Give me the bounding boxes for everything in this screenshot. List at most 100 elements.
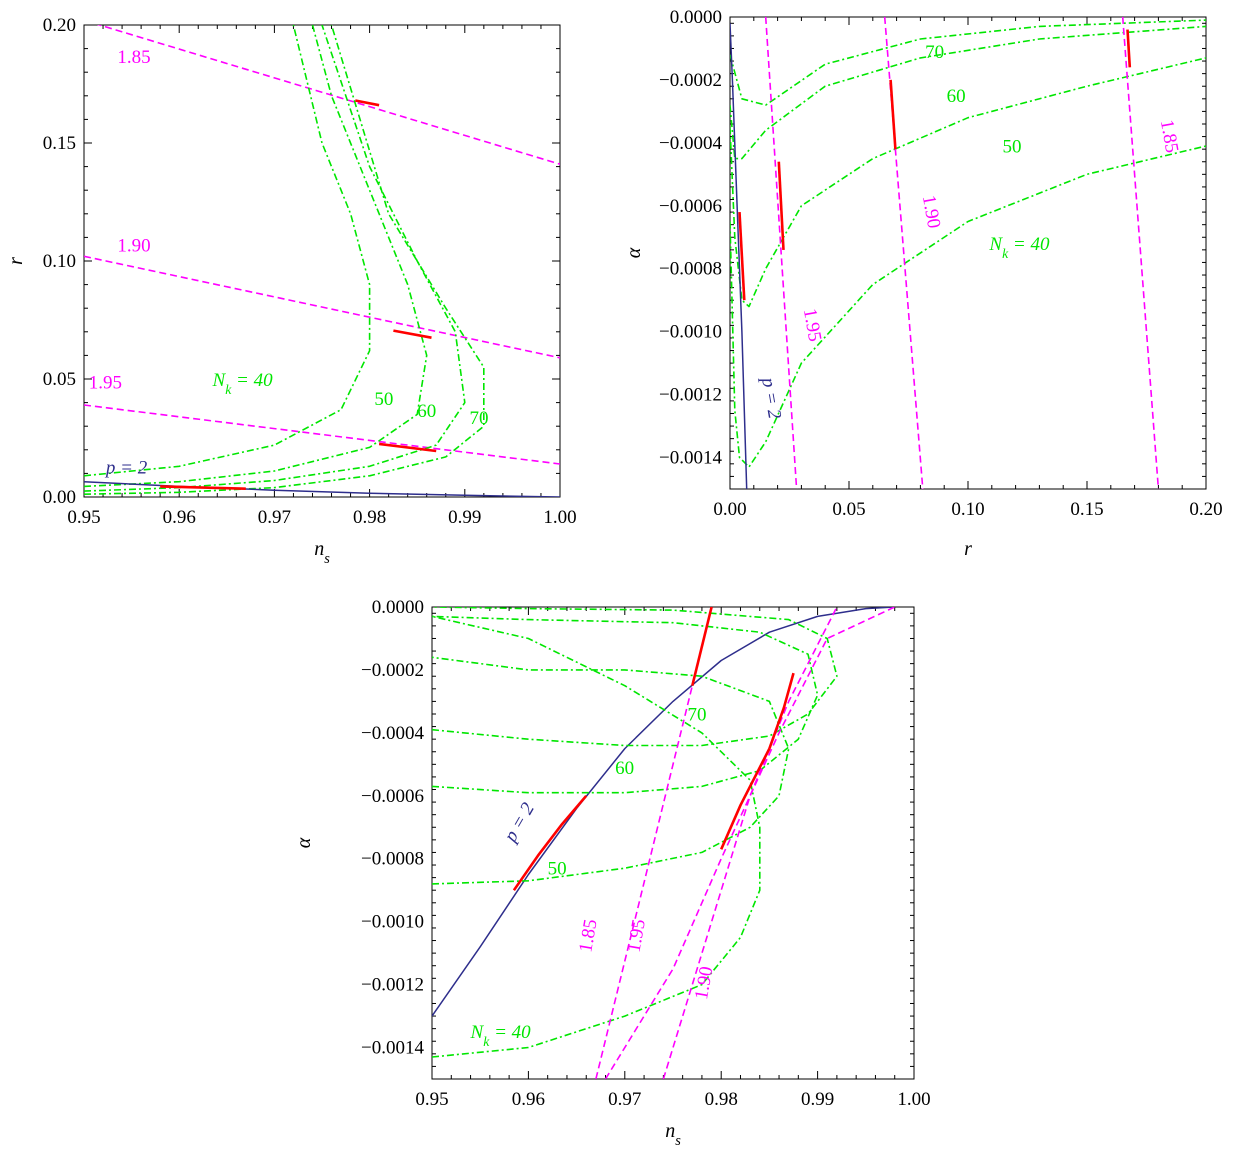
x-tick-label: 0.96 (163, 507, 196, 528)
y-tick-label: 0.10 (43, 251, 76, 272)
annotation-label: 1.90 (117, 236, 150, 257)
observational-segment (393, 329, 432, 339)
x-axis-label: ns (665, 1120, 681, 1149)
y-axis-label: r (5, 257, 27, 265)
observational-segment (691, 607, 713, 687)
series-nk-40 (432, 615, 761, 1058)
annotation-label: p = 2 (499, 799, 539, 847)
x-tick-label: 0.98 (705, 1089, 738, 1110)
series-1-95 (764, 17, 798, 489)
plot-frame (729, 16, 1207, 490)
x-tick-label: 1.00 (897, 1089, 930, 1110)
observational-segment (768, 672, 795, 750)
series-nk-70 (84, 25, 485, 495)
series-1-85 (595, 607, 713, 1079)
series-1-95 (604, 607, 896, 1079)
y-tick-label: 0.05 (43, 369, 76, 390)
x-axis-label: ns (314, 538, 330, 567)
y-tick-label: −0.0004 (659, 133, 722, 154)
axis-ticks (431, 607, 915, 1080)
annotation-label: Nk = 40 (988, 234, 1050, 261)
annotation-label: p = 2 (104, 457, 148, 478)
chart-bottom: 0.95 0.96 0.97 0.98 0.99 1.00 0.0000 −0.0002 −0.… (293, 597, 931, 1149)
annotation-label: 1.85 (575, 918, 601, 954)
y-tick-label: −0.0010 (361, 912, 424, 933)
series-1-90 (662, 607, 838, 1079)
series-p-2 (730, 23, 748, 489)
annotation-label: 60 (947, 86, 966, 107)
y-tick-label: −0.0006 (659, 196, 722, 217)
annotation-label: Nk = 40 (470, 1022, 532, 1049)
y-tick-label: −0.0014 (361, 1038, 424, 1059)
series-p-2 (84, 480, 560, 497)
chart-left: 0.95 0.96 0.97 0.98 0.99 1.00 0.00 0.05 0.10 0.15… (5, 15, 577, 567)
annotation-label: 60 (615, 758, 634, 779)
x-tick-label: 0.10 (951, 499, 984, 520)
y-tick-label: −0.0012 (361, 975, 424, 996)
y-tick-label: −0.0010 (659, 322, 722, 343)
annotation-label: 1.95 (624, 918, 650, 954)
x-tick-label: 0.98 (353, 507, 386, 528)
annotation-label: 1.95 (89, 372, 122, 393)
x-tick-label: 0.00 (713, 499, 746, 520)
x-tick-label: 0.97 (608, 1089, 641, 1110)
observational-segment (378, 442, 437, 453)
y-tick-label: −0.0006 (361, 786, 424, 807)
observational-segment (160, 485, 246, 490)
series-nk-50 (432, 656, 790, 885)
series-nk-40 (730, 145, 1206, 468)
observational-segment (512, 794, 588, 891)
x-axis-label: r (964, 538, 972, 560)
y-tick-label: −0.0014 (659, 448, 722, 469)
observational-segment (1126, 29, 1132, 68)
annotation-label: 50 (1003, 136, 1022, 157)
annotation-label: Nk = 40 (212, 370, 274, 397)
observational-segment (355, 99, 380, 107)
y-tick-label: −0.0012 (659, 385, 722, 406)
y-tick-label: −0.0004 (361, 723, 424, 744)
x-tick-label: 0.05 (832, 499, 865, 520)
y-tick-label: −0.0008 (361, 849, 424, 870)
annotation-label: 1.85 (117, 47, 150, 68)
annotation-label: 60 (417, 401, 436, 422)
y-tick-label: 0.00 (43, 487, 76, 508)
x-tick-label: 0.15 (1070, 499, 1103, 520)
axis-ticks (83, 24, 561, 498)
annotation-label: 1.85 (1156, 118, 1182, 154)
x-tick-label: 0.95 (415, 1089, 448, 1110)
chart-right: 0.00 0.05 0.10 0.15 0.20 0.0000 −0.0002 −0.0004… (623, 7, 1223, 560)
plot-frame (83, 24, 561, 498)
y-tick-label: −0.0002 (361, 660, 424, 681)
annotation-label: 70 (925, 42, 944, 63)
annotation-label: 1.95 (799, 307, 825, 343)
observational-segment (738, 212, 746, 301)
series-nk-70 (432, 607, 838, 747)
observational-segment (720, 748, 771, 850)
plot-frame (431, 606, 915, 1080)
x-tick-label: 0.95 (67, 507, 100, 528)
x-tick-label: 0.99 (801, 1089, 834, 1110)
series-nk-70 (730, 19, 1206, 106)
series-p-2 (432, 607, 895, 1017)
annotation-label: 1.90 (918, 194, 944, 230)
annotation-label: p = 2 (757, 374, 785, 421)
y-axis-label: α (623, 247, 645, 258)
y-axis-label: α (293, 837, 315, 848)
annotation-label: 50 (374, 389, 393, 410)
y-tick-label: 0.15 (43, 133, 76, 154)
y-tick-label: −0.0008 (659, 259, 722, 280)
series-1-85 (96, 25, 560, 165)
annotation-label: 70 (470, 408, 489, 429)
series-1-85 (1121, 17, 1160, 489)
y-tick-label: 0.0000 (372, 597, 424, 618)
series-nk-40 (84, 25, 371, 477)
x-tick-label: 0.20 (1189, 499, 1222, 520)
y-tick-label: 0.0000 (670, 7, 722, 28)
x-tick-label: 0.99 (448, 507, 481, 528)
x-tick-label: 0.96 (512, 1089, 545, 1110)
x-tick-label: 1.00 (543, 507, 576, 528)
axis-ticks (729, 17, 1207, 490)
series-1-95 (84, 404, 560, 465)
y-tick-label: 0.20 (43, 15, 76, 36)
